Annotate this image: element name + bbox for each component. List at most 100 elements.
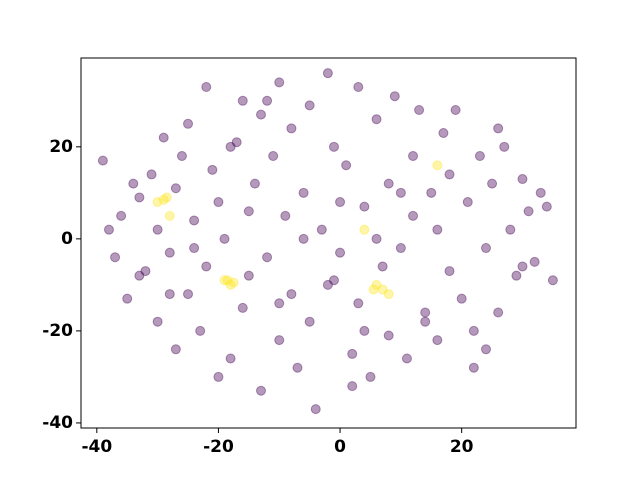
point: [383, 289, 394, 300]
x-tick-label: 20: [450, 437, 474, 457]
point: [256, 109, 266, 120]
point: [365, 371, 376, 382]
point: [420, 307, 431, 318]
point: [468, 325, 479, 336]
point: [341, 160, 352, 171]
point: [377, 284, 388, 295]
point: [444, 169, 455, 180]
point: [359, 201, 370, 212]
point: [474, 151, 485, 162]
point: [249, 178, 260, 189]
point: [353, 81, 364, 92]
point: [432, 224, 443, 235]
point: [298, 187, 309, 198]
point: [432, 160, 443, 171]
point: [493, 123, 504, 134]
point: [243, 270, 254, 281]
point: [170, 183, 181, 194]
point: [146, 169, 157, 180]
point: [262, 252, 273, 263]
y-tick-label: 20: [49, 137, 73, 157]
point: [274, 298, 285, 309]
point: [426, 187, 437, 198]
point: [456, 293, 467, 304]
point: [493, 307, 504, 318]
point: [377, 261, 388, 272]
point: [201, 81, 212, 92]
point: [158, 132, 169, 143]
point: [268, 151, 279, 162]
point: [110, 252, 121, 263]
point: [359, 224, 370, 235]
point: [286, 123, 297, 134]
point: [408, 151, 419, 162]
point: [140, 266, 151, 277]
point: [335, 197, 346, 208]
point: [395, 187, 406, 198]
point: [237, 302, 248, 313]
point: [152, 197, 163, 208]
point: [505, 224, 516, 235]
point: [523, 206, 534, 217]
point: [511, 270, 522, 281]
point: [353, 298, 364, 309]
point: [535, 187, 546, 198]
y-tick-label: 0: [61, 229, 73, 249]
point: [128, 178, 139, 189]
point: [517, 174, 528, 185]
point: [219, 275, 230, 286]
point: [481, 344, 491, 355]
point: [189, 243, 200, 254]
point: [462, 197, 473, 208]
point: [225, 279, 236, 290]
point: [222, 275, 233, 286]
point: [529, 256, 540, 267]
point: [438, 128, 449, 139]
point: [280, 210, 291, 221]
point: [122, 293, 133, 304]
point: [432, 335, 443, 346]
point: [414, 105, 425, 116]
point: [328, 141, 339, 152]
point: [347, 348, 358, 359]
point: [134, 192, 145, 203]
point: [158, 194, 169, 205]
plot-frame: [80, 57, 577, 429]
point: [444, 266, 455, 277]
point: [164, 247, 175, 258]
point: [207, 164, 218, 175]
x-tick-label: -20: [203, 437, 234, 457]
point: [103, 224, 114, 235]
point: [322, 279, 333, 290]
point: [225, 141, 236, 152]
point: [389, 91, 400, 102]
point: [176, 151, 187, 162]
point: [231, 137, 242, 148]
point: [213, 371, 224, 382]
point: [371, 279, 382, 290]
point: [152, 316, 163, 327]
point: [310, 404, 321, 415]
point: [116, 210, 127, 221]
point: [395, 243, 406, 254]
point: [468, 362, 479, 373]
point: [383, 330, 394, 341]
point: [316, 224, 327, 235]
point: [274, 77, 285, 88]
point: [262, 95, 273, 106]
point: [161, 192, 172, 203]
point: [347, 381, 358, 392]
point: [499, 141, 510, 152]
point: [189, 215, 200, 226]
point: [298, 233, 309, 244]
point: [487, 178, 498, 189]
point: [195, 325, 206, 336]
point: [292, 362, 303, 373]
point: [401, 353, 412, 364]
point: [481, 243, 491, 254]
point: [164, 289, 175, 300]
point: [274, 335, 285, 346]
point: [164, 210, 175, 221]
y-tick-label: -40: [42, 413, 73, 433]
point: [371, 233, 382, 244]
